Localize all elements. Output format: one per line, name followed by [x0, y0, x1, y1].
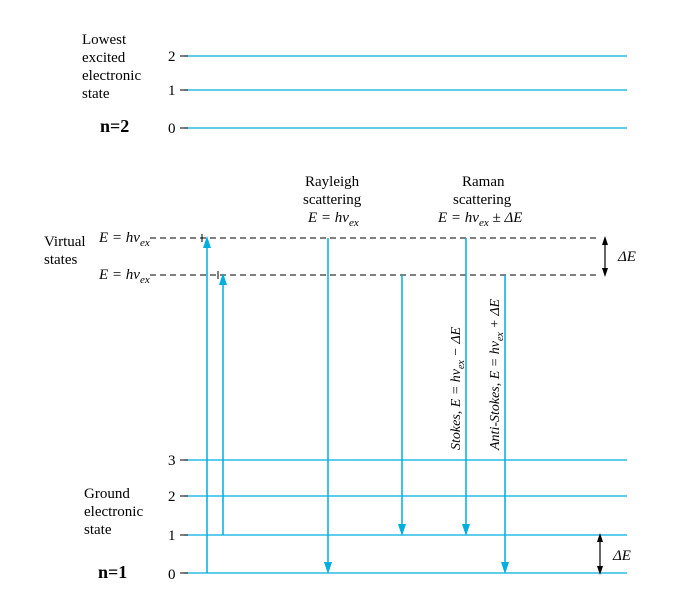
rayleigh-arrows: [324, 238, 406, 574]
n2-tick-0: 0: [168, 121, 176, 137]
n2-title-3: electronic: [82, 68, 141, 84]
rayleigh-eq: E = hvex: [307, 210, 359, 229]
virtual-label-1: Virtual: [44, 234, 86, 250]
n2-label: n=2: [100, 116, 129, 136]
n2-tick-1: 1: [168, 83, 176, 99]
excitation-arrows: [203, 236, 227, 573]
stokes-rot: Stokes, E = hvex − ΔE: [449, 326, 467, 450]
delta-e-top: [602, 236, 608, 277]
delta-e-bottom: [597, 533, 603, 575]
n2-title-4: state: [82, 86, 110, 102]
n1-title-3: state: [84, 522, 112, 538]
raman-2: scattering: [453, 192, 512, 208]
rayleigh-2: scattering: [303, 192, 362, 208]
n1-tick-2: 2: [168, 489, 176, 505]
rayleigh-1: Rayleigh: [305, 174, 360, 190]
n1-title-2: electronic: [84, 504, 143, 520]
n2-title-1: Lowest: [82, 32, 127, 48]
n2-title-2: excited: [82, 50, 126, 66]
n1-tick-0: 0: [168, 567, 176, 583]
dE-bot-label: ΔE: [612, 548, 631, 564]
n1-tick-3: 3: [168, 453, 176, 469]
antistokes-rot: Anti-Stokes, E = hvex + ΔE: [488, 298, 506, 451]
e-lower: E = hvex: [98, 267, 150, 286]
n1-levels: 3 2 1 0: [168, 453, 627, 583]
n2-levels: 0 1 2: [168, 49, 627, 137]
n1-label: n=1: [98, 562, 127, 582]
virtual-levels: [150, 234, 598, 279]
n1-title-1: Ground: [84, 486, 130, 502]
n1-tick-1: 1: [168, 528, 176, 544]
dE-top-label: ΔE: [617, 249, 636, 265]
raman-1: Raman: [462, 174, 505, 190]
virtual-label-2: states: [44, 252, 77, 268]
raman-eq: E = hvex ± ΔE: [437, 210, 522, 229]
e-upper: E = hvex: [98, 230, 150, 249]
n2-tick-2: 2: [168, 49, 176, 65]
